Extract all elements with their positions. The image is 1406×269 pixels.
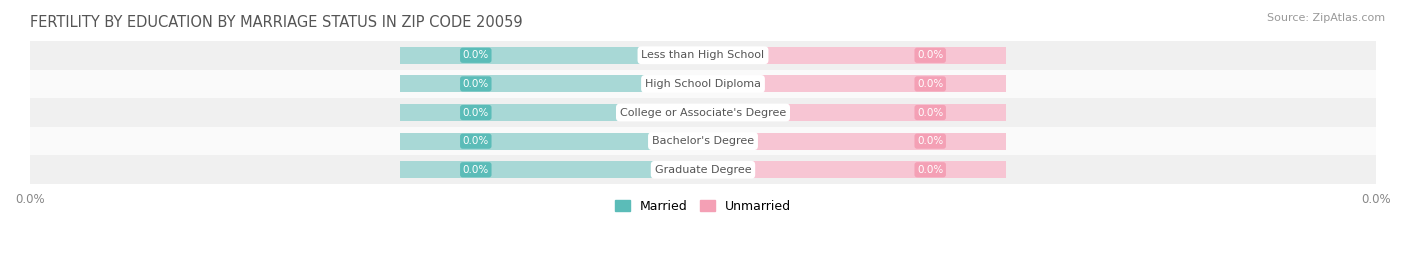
Text: College or Associate's Degree: College or Associate's Degree <box>620 108 786 118</box>
Text: FERTILITY BY EDUCATION BY MARRIAGE STATUS IN ZIP CODE 20059: FERTILITY BY EDUCATION BY MARRIAGE STATU… <box>30 15 523 30</box>
Text: 0.0%: 0.0% <box>917 108 943 118</box>
Text: 0.0%: 0.0% <box>917 136 943 146</box>
Bar <box>401 75 703 93</box>
Bar <box>703 104 1005 121</box>
Text: Graduate Degree: Graduate Degree <box>655 165 751 175</box>
Text: Less than High School: Less than High School <box>641 50 765 60</box>
Text: 0.0%: 0.0% <box>917 79 943 89</box>
Bar <box>401 133 703 150</box>
Bar <box>703 133 1005 150</box>
Text: Source: ZipAtlas.com: Source: ZipAtlas.com <box>1267 13 1385 23</box>
Bar <box>30 98 1376 127</box>
Text: Bachelor's Degree: Bachelor's Degree <box>652 136 754 146</box>
Bar <box>703 47 1005 64</box>
Text: High School Diploma: High School Diploma <box>645 79 761 89</box>
Bar <box>703 161 1005 178</box>
Bar <box>30 41 1376 70</box>
Text: 0.0%: 0.0% <box>463 79 489 89</box>
Bar <box>401 104 703 121</box>
Bar <box>401 47 703 64</box>
Text: 0.0%: 0.0% <box>463 108 489 118</box>
Text: 0.0%: 0.0% <box>463 136 489 146</box>
Bar <box>30 70 1376 98</box>
Legend: Married, Unmarried: Married, Unmarried <box>610 195 796 218</box>
Text: 0.0%: 0.0% <box>463 165 489 175</box>
Bar <box>30 155 1376 184</box>
Bar <box>30 127 1376 155</box>
Text: 0.0%: 0.0% <box>917 165 943 175</box>
Text: 0.0%: 0.0% <box>917 50 943 60</box>
Text: 0.0%: 0.0% <box>463 50 489 60</box>
Bar <box>401 161 703 178</box>
Bar <box>703 75 1005 93</box>
